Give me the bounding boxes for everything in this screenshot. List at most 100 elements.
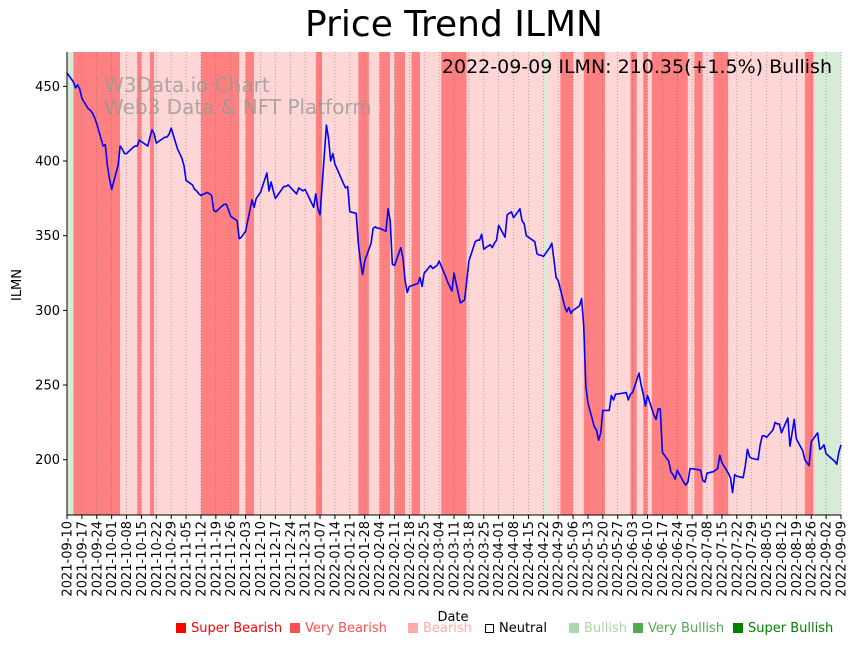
x-tick-label: 2022-09-02: [820, 521, 835, 597]
sentiment-band-very-bearish: [394, 52, 406, 515]
sentiment-band-very-bearish: [713, 52, 729, 515]
sentiment-band-very-bearish: [315, 52, 323, 515]
y-tick-label: 200: [35, 453, 60, 468]
legend-label: Bullish: [584, 621, 628, 636]
y-axis-label: ILMN: [10, 269, 25, 301]
sentiment-band-bullish: [67, 52, 74, 515]
legend-label: Neutral: [499, 621, 547, 636]
x-tick-label: 2021-11-26: [224, 521, 239, 597]
legend-label: Very Bearish: [305, 621, 387, 636]
sentiment-band-very-bearish: [200, 52, 240, 515]
sentiment-band-bearish: [547, 52, 561, 515]
x-tick-label: 2022-07-22: [730, 521, 745, 597]
x-tick-label: 2022-07-08: [701, 521, 716, 597]
y-tick-label: 300: [35, 304, 60, 319]
x-tick-label: 2022-01-28: [358, 521, 373, 597]
legend-label: Super Bullish: [748, 621, 834, 636]
sentiment-band-very-bearish: [583, 52, 605, 515]
y-tick-label: 450: [35, 80, 60, 95]
y-tick-label: 400: [35, 155, 60, 170]
x-tick-label: 2022-03-11: [448, 521, 463, 597]
x-tick-label: 2022-04-08: [507, 521, 522, 597]
x-tick-label: 2022-03-25: [477, 521, 492, 597]
x-tick-label: 2022-05-27: [611, 521, 626, 597]
x-tick-label: 2022-04-01: [492, 521, 507, 597]
sentiment-band-bearish: [390, 52, 395, 515]
x-tick-label: 2022-05-06: [567, 521, 582, 597]
sentiment-band-very-bearish: [149, 52, 155, 515]
x-tick-label: 2022-07-29: [745, 521, 760, 597]
x-tick-label: 2022-05-13: [581, 521, 596, 597]
sentiment-band-very-bearish: [643, 52, 648, 515]
sentiment-band-bearish: [573, 52, 584, 515]
legend-swatch: [633, 623, 643, 633]
legend-bullish: Bullish: [569, 621, 627, 636]
x-tick-label: 2022-06-03: [626, 521, 641, 597]
x-tick-label: 2022-04-22: [537, 521, 552, 597]
sentiment-band-bullish: [543, 52, 548, 515]
legend-neutral: Neutral: [485, 621, 547, 636]
sentiment-band-bearish: [636, 52, 644, 515]
sentiment-band-very-bearish: [137, 52, 142, 515]
x-tick-label: 2022-02-11: [388, 521, 403, 597]
watermark-line-1: W3Data.io Chart: [104, 73, 270, 97]
x-tick-label: 2021-11-19: [209, 521, 224, 597]
sentiment-band-very-bearish: [560, 52, 574, 515]
x-tick-label: 2022-03-18: [462, 521, 477, 597]
price-annotation: 2022-09-09 ILMN: 210.35(+1.5%) Bullish: [442, 56, 832, 78]
x-tick-label: 2022-04-29: [552, 521, 567, 597]
x-tick-label: 2022-06-24: [671, 521, 686, 597]
x-tick-label: 2021-09-10: [61, 521, 76, 597]
x-tick-label: 2021-12-03: [239, 521, 254, 597]
x-tick-label: 2021-12-24: [284, 521, 299, 597]
legend-swatch: [408, 623, 418, 633]
legend-swatch: [176, 623, 186, 633]
sentiment-band-very-bearish: [379, 52, 391, 515]
sentiment-band-bearish: [239, 52, 246, 515]
legend-swatch: [485, 624, 494, 633]
x-tick-label: 2021-09-24: [90, 521, 105, 597]
legend-very-bullish: Very Bullish: [633, 621, 724, 636]
sentiment-band-bearish: [687, 52, 695, 515]
legend-label: Super Bearish: [191, 621, 283, 636]
x-tick-label: 2021-10-29: [165, 521, 180, 597]
sentiment-band-very-bearish: [358, 52, 369, 515]
x-tick-label: 2022-02-25: [418, 521, 433, 597]
sentiment-band-bearish: [322, 52, 359, 515]
x-tick-label: 2022-01-07: [314, 521, 329, 597]
legend-bearish: Bearish: [408, 621, 472, 636]
x-tick-label: 2022-08-12: [775, 521, 790, 597]
x-tick-label: 2022-03-04: [433, 521, 448, 597]
y-tick-label: 250: [35, 379, 60, 394]
x-tick-label: 2021-10-01: [105, 521, 120, 597]
sentiment-band-bearish: [254, 52, 316, 515]
sentiment-band-bearish: [368, 52, 380, 515]
x-tick-label: 2022-08-19: [790, 521, 805, 597]
legend-very-bearish: Very Bearish: [290, 621, 387, 636]
sentiment-band-bullish: [815, 52, 841, 515]
x-tick-label: 2022-08-26: [805, 521, 820, 597]
watermark: W3Data.io Chart Web3 Data & NFT Platform: [104, 73, 372, 119]
x-tick-label: 2022-01-21: [343, 521, 358, 597]
x-tick-label: 2021-11-05: [180, 521, 195, 597]
x-tick-label: 2022-02-04: [373, 521, 388, 597]
sentiment-band-bearish: [702, 52, 714, 515]
sentiment-band-very-bearish: [651, 52, 688, 515]
x-tick-label: 2022-07-15: [715, 521, 730, 597]
x-tick-label: 2021-10-22: [150, 521, 165, 597]
x-tick-label: 2022-09-09: [835, 521, 850, 597]
x-tick-label: 2022-06-10: [641, 521, 656, 597]
sentiment-band-bearish: [813, 52, 816, 515]
x-tick-label: 2021-09-17: [75, 521, 90, 597]
x-tick-label: 2021-12-10: [254, 521, 269, 597]
x-tick-label: 2022-05-20: [596, 521, 611, 597]
x-axis-label: Date: [437, 610, 468, 625]
sentiment-band-very-bearish: [245, 52, 255, 515]
x-tick-label: 2021-10-15: [135, 521, 150, 597]
legend-swatch: [733, 623, 743, 633]
date-gridlines: [66, 52, 842, 515]
legend-super-bearish: Super Bearish: [176, 621, 282, 636]
x-tick-label: 2021-12-17: [269, 521, 284, 597]
